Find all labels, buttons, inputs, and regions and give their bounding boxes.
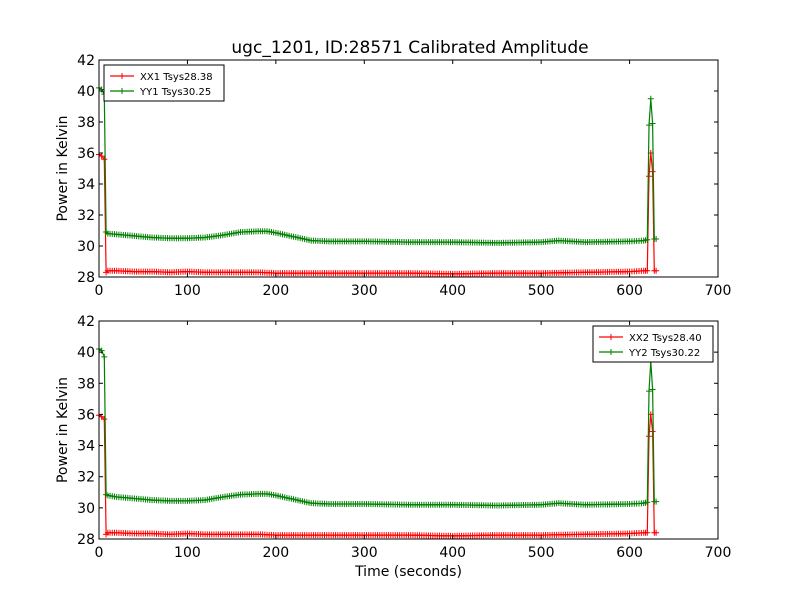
data-point-marker — [653, 529, 660, 536]
legend: XX1 Tsys28.38 YY1 Tsys30.25 — [103, 64, 225, 102]
y-tick-label: 38 — [77, 376, 95, 392]
chart-title: ugc_1201, ID:28571 Calibrated Amplitude — [231, 38, 588, 58]
axes-frame — [98, 59, 719, 278]
x-tick-label: 700 — [705, 545, 732, 561]
data-point-marker — [644, 529, 651, 536]
y-tick-label: 32 — [77, 208, 95, 224]
data-point-marker — [649, 386, 656, 393]
legend-marker — [608, 334, 614, 340]
x-tick-label: 500 — [528, 283, 555, 299]
legend-label: XX2 Tsys28.40 — [629, 333, 702, 344]
data-point-marker — [649, 168, 656, 175]
y-tick-label: 28 — [77, 270, 95, 286]
data-point-marker — [644, 499, 651, 506]
x-tick-label: 100 — [174, 283, 201, 299]
y-tick-label: 42 — [77, 53, 95, 69]
y-tick-label: 34 — [77, 439, 95, 455]
x-tick-label: 600 — [616, 283, 643, 299]
data-point-marker — [649, 120, 656, 127]
x-tick-label: 300 — [351, 283, 378, 299]
data-point-marker — [646, 433, 653, 440]
legend-label: YY2 Tsys30.22 — [628, 348, 700, 359]
x-tick-label: 300 — [351, 545, 378, 561]
data-point-marker — [649, 428, 656, 435]
data-point-marker — [646, 388, 653, 395]
y-tick-label: 38 — [77, 115, 95, 131]
data-point-marker — [653, 267, 660, 274]
data-point-marker — [101, 416, 108, 423]
series-1 — [96, 150, 660, 277]
legend-marker — [119, 88, 125, 94]
series-2 — [96, 84, 660, 246]
axes-frame — [98, 320, 719, 540]
data-point-marker — [646, 122, 653, 129]
y-axis-label: Power in Kelvin — [55, 115, 71, 221]
data-point-marker — [101, 156, 108, 163]
data-point-marker — [101, 353, 108, 360]
legend-label: YY1 Tsys30.25 — [139, 87, 211, 98]
y-tick-label: 40 — [77, 345, 95, 361]
y-axis-label: Power in Kelvin — [55, 377, 71, 483]
plots-container: 0 100 200 300 400 500 600 7002830323436384042Po… — [55, 53, 731, 580]
x-tick-label: 100 — [174, 545, 201, 561]
data-point-marker — [644, 267, 651, 274]
series-2 — [96, 346, 660, 509]
legend-box — [103, 64, 225, 102]
x-tick-label: 200 — [262, 545, 289, 561]
panel-2: 0 100 200 300 400 500 600 700 28 30 32 34 36 38 40 42 Po… — [55, 314, 731, 580]
y-tick-label: 30 — [77, 239, 95, 255]
legend: XX2 Tsys28.40 YY2 Tsys30.22 — [592, 325, 714, 363]
x-axis-label: Time (seconds) — [354, 564, 462, 580]
x-tick-label: 500 — [528, 545, 555, 561]
x-tick-label: 600 — [616, 545, 643, 561]
x-tick-label: 700 — [705, 283, 732, 299]
y-tick-label: 30 — [77, 501, 95, 517]
data-point-marker — [653, 498, 660, 505]
legend-marker — [608, 349, 614, 355]
x-tick-label: 0 — [95, 545, 104, 561]
legend-box — [592, 325, 714, 363]
y-tick-label: 36 — [77, 146, 95, 162]
data-point-marker — [644, 236, 651, 243]
panel-1: 0 100 200 300 400 500 600 700 28 30 32 34 36 38 40 42 Po… — [55, 53, 731, 299]
y-tick-label: 28 — [77, 532, 95, 548]
x-tick-label: 200 — [262, 283, 289, 299]
data-point-marker — [98, 153, 105, 160]
x-tick-label: 0 — [95, 283, 104, 299]
x-tick-label: 400 — [439, 283, 466, 299]
y-tick-label: 40 — [77, 84, 95, 100]
data-point-marker — [646, 173, 653, 180]
y-tick-label: 42 — [77, 314, 95, 330]
x-tick-label: 400 — [439, 545, 466, 561]
legend-label: XX1 Tsys28.38 — [140, 72, 213, 83]
data-point-marker — [647, 95, 654, 102]
legend-marker — [119, 73, 125, 79]
y-tick-label: 34 — [77, 177, 95, 193]
data-point-marker — [653, 236, 660, 243]
y-tick-label: 36 — [77, 407, 95, 423]
y-tick-label: 32 — [77, 470, 95, 486]
